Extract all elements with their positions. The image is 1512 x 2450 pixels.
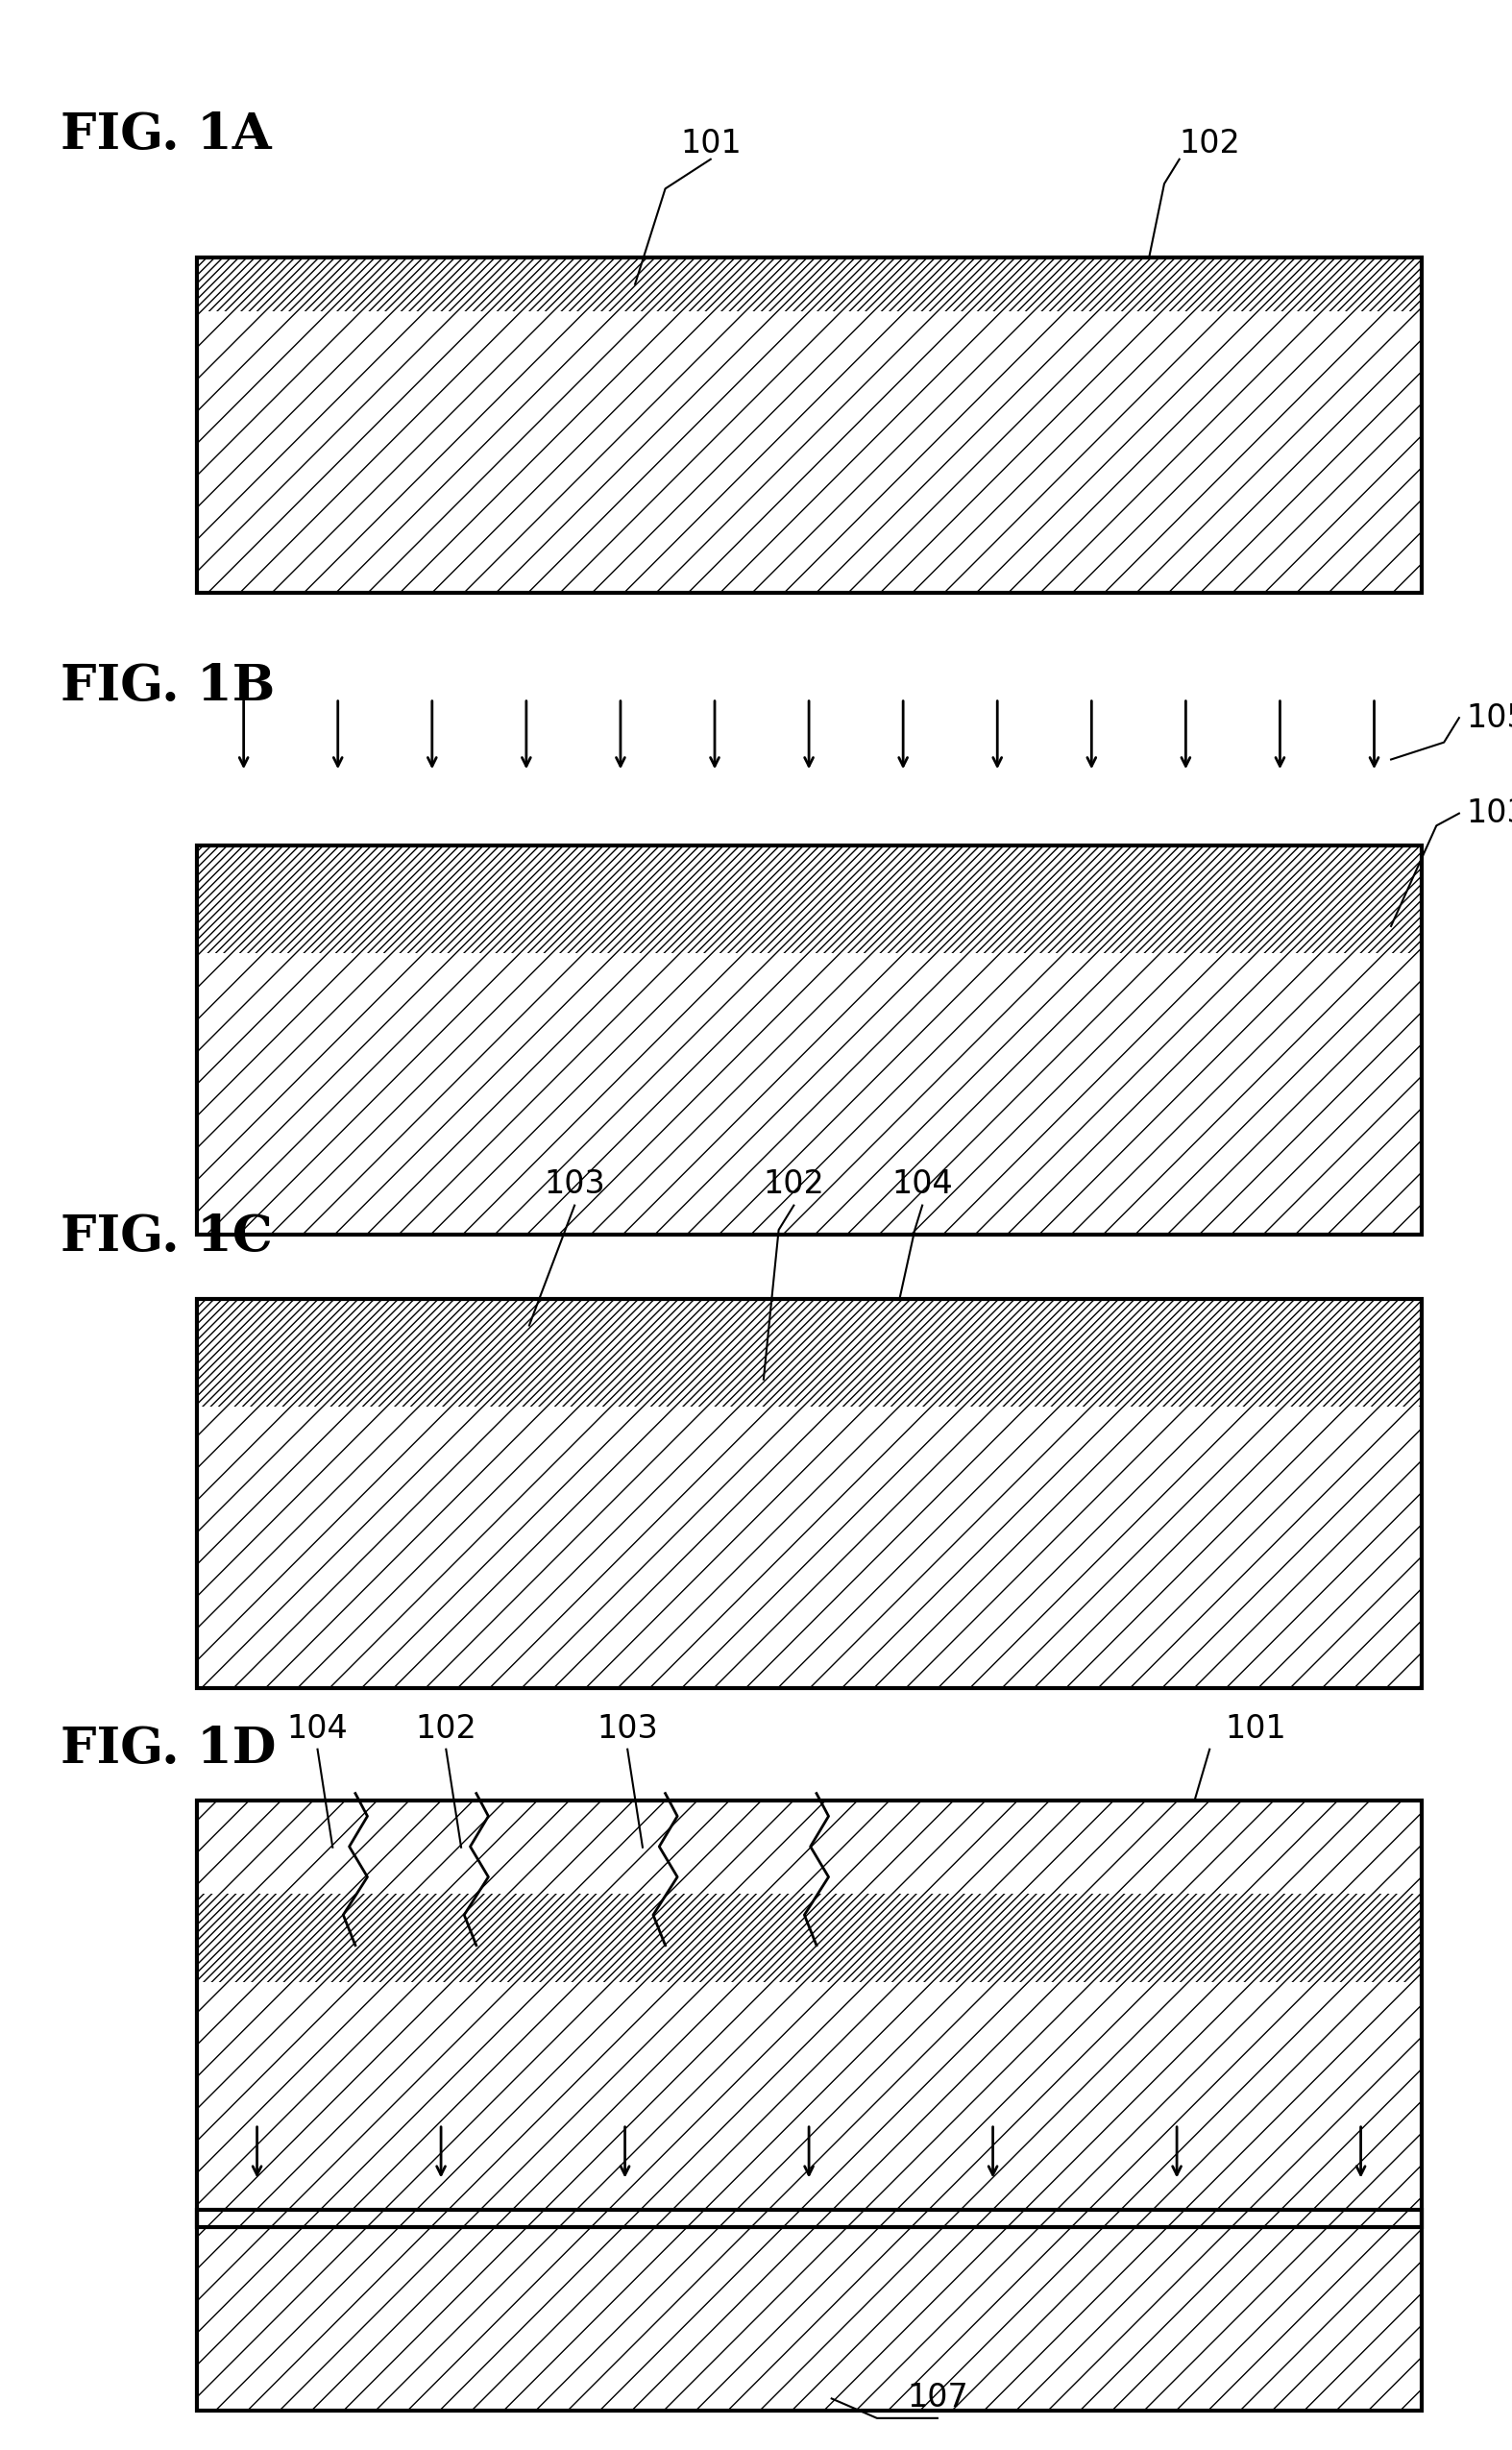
Bar xyxy=(197,257,1421,311)
Bar xyxy=(197,1938,1421,1982)
Bar xyxy=(197,1298,1421,1352)
Text: 103: 103 xyxy=(597,1713,658,1744)
Text: FIG. 1A: FIG. 1A xyxy=(60,110,272,159)
Text: 105: 105 xyxy=(1467,703,1512,733)
Text: 104: 104 xyxy=(892,1169,953,1200)
Text: 102: 102 xyxy=(764,1169,824,1200)
Text: 103: 103 xyxy=(544,1169,605,1200)
Bar xyxy=(197,1406,1421,1688)
Bar xyxy=(197,899,1421,953)
Text: 101: 101 xyxy=(680,127,741,159)
Text: 103: 103 xyxy=(1467,799,1512,828)
Bar xyxy=(197,1801,1421,1894)
Bar xyxy=(197,1894,1421,1938)
Bar xyxy=(197,1298,1421,1688)
Text: FIG. 1C: FIG. 1C xyxy=(60,1213,272,1262)
Text: 102: 102 xyxy=(1179,127,1241,159)
Text: 102: 102 xyxy=(416,1713,476,1744)
Bar xyxy=(197,845,1421,1235)
Bar xyxy=(197,311,1421,593)
Text: 101: 101 xyxy=(1225,1713,1287,1744)
Bar xyxy=(197,953,1421,1235)
Bar xyxy=(197,2210,1421,2411)
Text: FIG. 1B: FIG. 1B xyxy=(60,662,275,710)
Bar xyxy=(197,257,1421,593)
Bar xyxy=(197,1801,1421,2227)
Bar xyxy=(197,1352,1421,1406)
Text: FIG. 1D: FIG. 1D xyxy=(60,1725,277,1774)
Bar xyxy=(197,845,1421,899)
Text: 107: 107 xyxy=(907,2381,968,2413)
Bar xyxy=(197,1982,1421,2227)
Bar xyxy=(197,2210,1421,2411)
Text: 104: 104 xyxy=(287,1713,348,1744)
